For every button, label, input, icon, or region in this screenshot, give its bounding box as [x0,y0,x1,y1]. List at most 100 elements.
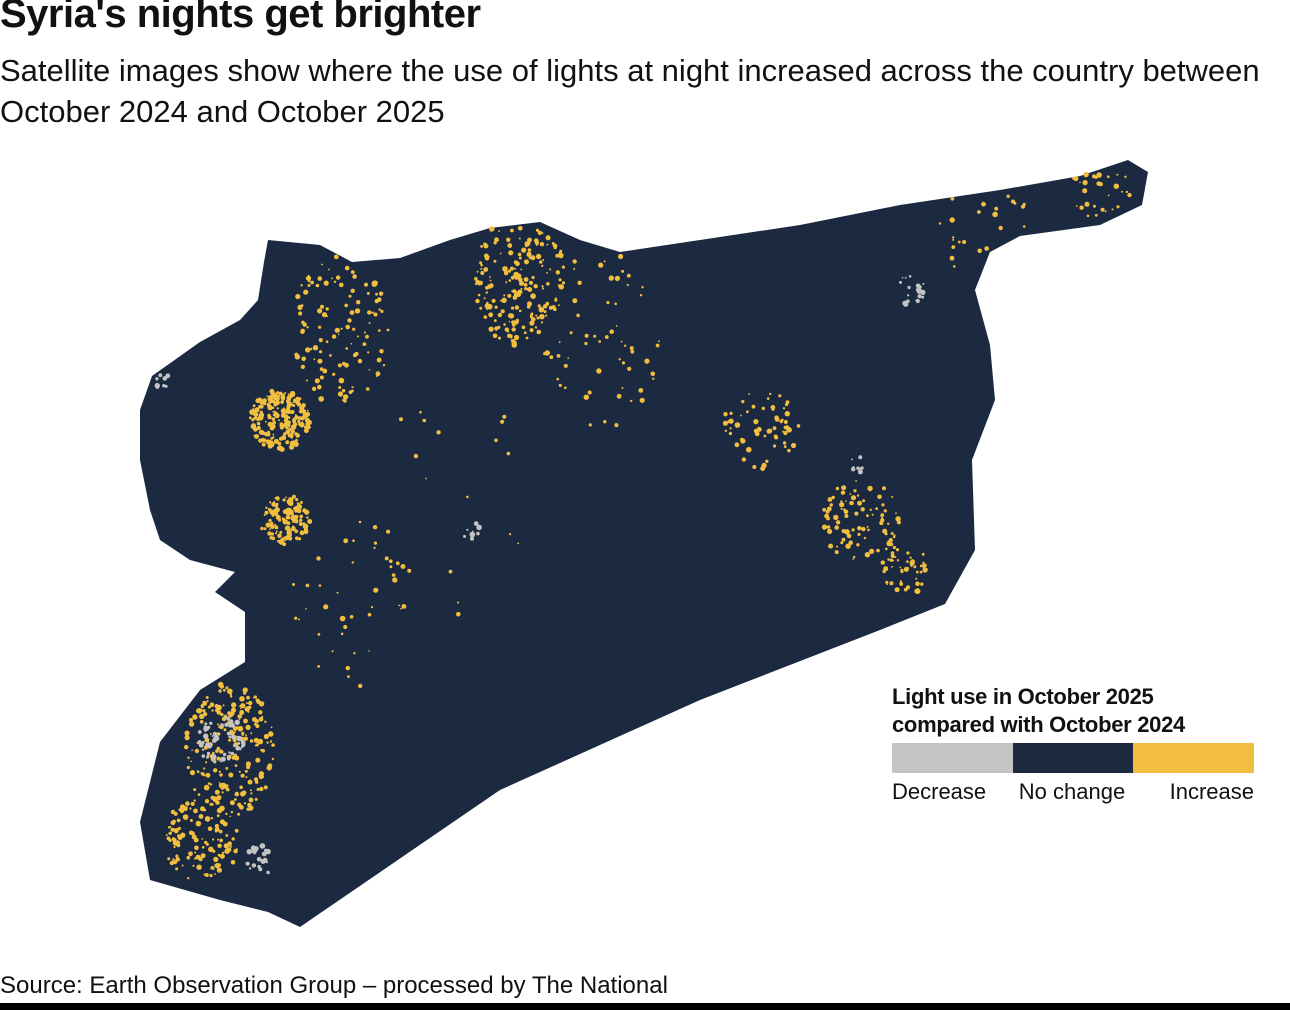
light-increase-spot [285,429,291,435]
light-increase-spot [334,327,340,333]
light-increase-spot [290,410,295,414]
light-increase-spot [536,316,540,320]
light-increase-spot [290,436,294,439]
light-decrease-spot [476,524,482,531]
light-increase-spot [748,393,750,395]
light-increase-spot [844,514,849,518]
light-increase-spot [345,665,350,671]
light-increase-spot [915,577,918,580]
light-increase-spot [766,428,772,434]
light-increase-spot [331,650,334,653]
light-increase-spot [841,485,847,491]
light-decrease-spot [899,280,902,284]
light-increase-spot [751,404,756,409]
light-increase-spot [373,546,376,550]
light-increase-spot [514,305,520,310]
light-increase-spot [294,352,299,357]
light-increase-spot [353,652,356,655]
light-increase-spot [237,812,241,816]
light-increase-spot [270,726,273,729]
light-increase-spot [558,278,562,282]
light-increase-spot [938,222,942,225]
light-decrease-spot [197,740,202,744]
light-increase-spot [194,748,200,754]
light-increase-spot [1022,225,1026,228]
light-increase-spot [221,782,227,788]
light-increase-spot [350,310,354,314]
light-decrease-spot [241,742,246,747]
light-increase-spot [257,738,264,745]
light-increase-spot [276,407,279,410]
light-increase-spot [852,558,855,560]
light-increase-spot [380,309,384,313]
light-increase-spot [192,714,198,720]
light-increase-spot [833,514,839,521]
light-increase-spot [790,442,797,449]
light-increase-spot [231,702,237,708]
legend-swatch-decrease [892,743,953,773]
light-increase-spot [494,438,498,443]
light-increase-spot [258,710,263,715]
light-increase-spot [899,566,901,569]
light-increase-spot [266,395,269,398]
light-increase-spot [291,516,296,521]
light-increase-spot [348,294,352,298]
light-increase-spot [249,409,255,415]
light-increase-spot [639,294,643,297]
light-increase-spot [835,486,840,491]
light-increase-spot [265,522,271,528]
light-increase-spot [372,525,378,530]
light-increase-spot [1079,205,1084,210]
light-increase-spot [533,238,539,244]
light-increase-spot [345,347,349,350]
light-increase-spot [292,404,296,407]
light-increase-spot [264,420,267,423]
light-increase-spot [258,717,264,722]
light-increase-spot [209,873,213,878]
light-increase-spot [268,731,273,736]
light-increase-spot [1113,183,1120,189]
light-increase-spot [243,718,248,724]
light-increase-spot [1121,190,1124,193]
light-increase-spot [291,513,295,517]
light-increase-spot [857,526,862,531]
light-increase-spot [220,712,224,717]
light-increase-spot [524,287,528,291]
light-increase-spot [850,495,857,501]
light-increase-spot [546,272,548,274]
light-increase-spot [237,725,244,732]
light-increase-spot [400,564,406,569]
light-increase-spot [181,864,184,867]
light-increase-spot [171,837,175,841]
light-increase-spot [483,253,489,259]
light-increase-spot [992,211,998,218]
light-increase-spot [638,388,644,393]
light-increase-spot [621,387,624,390]
light-increase-spot [401,604,407,609]
light-decrease-spot [473,521,479,526]
light-increase-spot [278,419,280,422]
light-increase-spot [215,749,219,753]
light-increase-spot [529,320,535,326]
light-increase-spot [477,293,481,297]
light-increase-spot [474,282,478,286]
light-increase-spot [286,521,291,525]
light-increase-spot [835,520,841,525]
light-increase-spot [219,853,225,859]
light-increase-spot [209,783,213,786]
light-increase-spot [840,490,846,495]
light-decrease-spot [219,749,222,751]
light-increase-spot [229,693,232,696]
light-increase-spot [618,358,621,361]
light-increase-spot [510,228,514,233]
light-increase-spot [753,428,759,434]
light-increase-spot [910,564,913,567]
light-increase-spot [344,362,349,368]
light-increase-spot [1073,176,1079,182]
light-increase-spot [350,342,353,345]
light-decrease-spot [228,751,231,754]
legend-swatch-increase [1133,743,1194,773]
light-increase-spot [245,776,248,779]
light-increase-spot [498,230,500,233]
light-increase-spot [253,427,258,432]
